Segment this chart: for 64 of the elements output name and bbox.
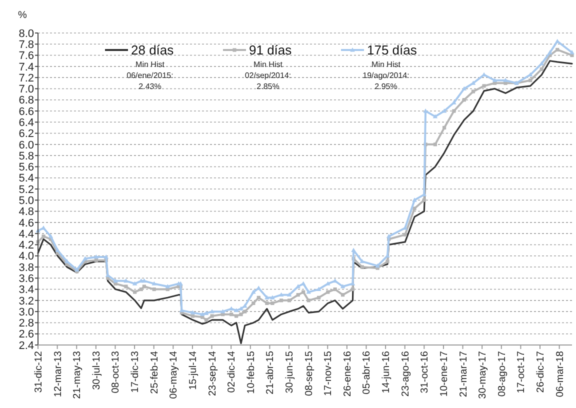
y-tick-label: 3.6 [18, 272, 34, 285]
x-tick-label: 23-sep-14 [207, 350, 218, 396]
y-tick-label: 6.0 [18, 139, 34, 152]
y-tick-label: 3.0 [18, 306, 34, 318]
y-tick-label: 5.8 [18, 150, 34, 162]
x-tick-label: 25-feb-14 [149, 350, 160, 394]
y-tick-label: 6.4 [18, 116, 34, 129]
x-tick-label: 21-mar-17 [458, 350, 470, 398]
y-tick-label: 2.4 [18, 340, 34, 352]
x-tick-label: 02-dic-14 [226, 350, 238, 393]
legend-label: 28 días [131, 42, 174, 58]
x-tick-label: 30-jun-15 [284, 350, 296, 394]
x-tick-label: 26-ene-16 [342, 350, 354, 397]
legend-label: 175 días [367, 42, 418, 58]
y-tick-label: 7.2 [18, 72, 34, 84]
x-tick-label: 21-abr-15 [265, 350, 276, 394]
x-tick-label: 06-mar-18 [554, 350, 566, 398]
x-tick-label: 10-feb-15 [246, 350, 257, 394]
y-tick-label: 7.4 [18, 61, 34, 74]
y-tick-label: 6.6 [18, 106, 34, 118]
x-tick-label: 26-dic-17 [536, 350, 547, 393]
x-tick-label: 31-dic-12 [34, 350, 44, 393]
y-tick-label: 8.0 [18, 28, 34, 40]
y-tick-label: 6.2 [18, 128, 34, 140]
x-tick-label: 08-sep-15 [304, 350, 315, 396]
y-tick-label: 5.2 [18, 184, 34, 196]
x-tick-label: 17-oct-17 [516, 350, 528, 394]
y-tick-label: 7.6 [18, 50, 34, 62]
x-tick-label: 21-may-13 [72, 350, 84, 399]
x-tick-label: 31-oct-16 [420, 350, 431, 394]
y-tick-label: 4.2 [18, 240, 34, 252]
x-tick-label: 17-nov-15 [323, 350, 334, 396]
x-tick-label: 17-dic-13 [130, 350, 142, 393]
x-tick-label: 08-oct-13 [110, 350, 122, 394]
y-tick-label: 7.8 [18, 38, 34, 51]
x-tick-label: 08-ago-17 [496, 350, 508, 397]
x-tick-label: 30-may-17 [478, 350, 489, 399]
x-tick-label: 05-abr-16 [362, 350, 373, 394]
x-tick-label: 14-jun-16 [381, 350, 392, 394]
x-tick-label: 15-jul-14 [188, 350, 199, 390]
x-tick-label: 06-may-14 [168, 350, 180, 399]
annotation: Min Hist 06/ene/2015: 2.43% [126, 60, 174, 91]
y-tick-label: 3.2 [18, 295, 34, 308]
y-tick-label: 4.8 [18, 206, 34, 218]
annotation: Min Hist 19/ago/2014: 2.95% [362, 60, 410, 91]
y-tick-label: 2.8 [18, 318, 34, 330]
legend-label: 91 días [249, 42, 292, 58]
y-tick-label: 2.6 [18, 328, 34, 341]
y-tick-label: 5.0 [18, 194, 34, 207]
y-axis-title: % [18, 10, 27, 21]
y-tick-label: 3.4 [18, 284, 34, 296]
annotation: Min Hist 02/sep/2014: 2.85% [244, 60, 292, 91]
x-tick-label: 12-mar-13 [52, 350, 64, 398]
x-tick-label: 23-ago-16 [400, 350, 412, 397]
y-tick-label: 3.8 [18, 262, 34, 274]
y-tick-label: 5.6 [18, 162, 34, 174]
y-tick-label: 6.8 [18, 94, 34, 107]
y-tick-label: 4.6 [18, 217, 34, 230]
y-tick-label: 4.0 [18, 250, 34, 263]
y-tick-label: 4.4 [18, 228, 34, 240]
y-tick-label: 7.0 [18, 84, 34, 96]
x-tick-label: 30-jul-13 [91, 350, 102, 390]
x-tick-label: 10-ene-17 [438, 350, 450, 397]
y-tick-label: 5.4 [18, 172, 34, 185]
